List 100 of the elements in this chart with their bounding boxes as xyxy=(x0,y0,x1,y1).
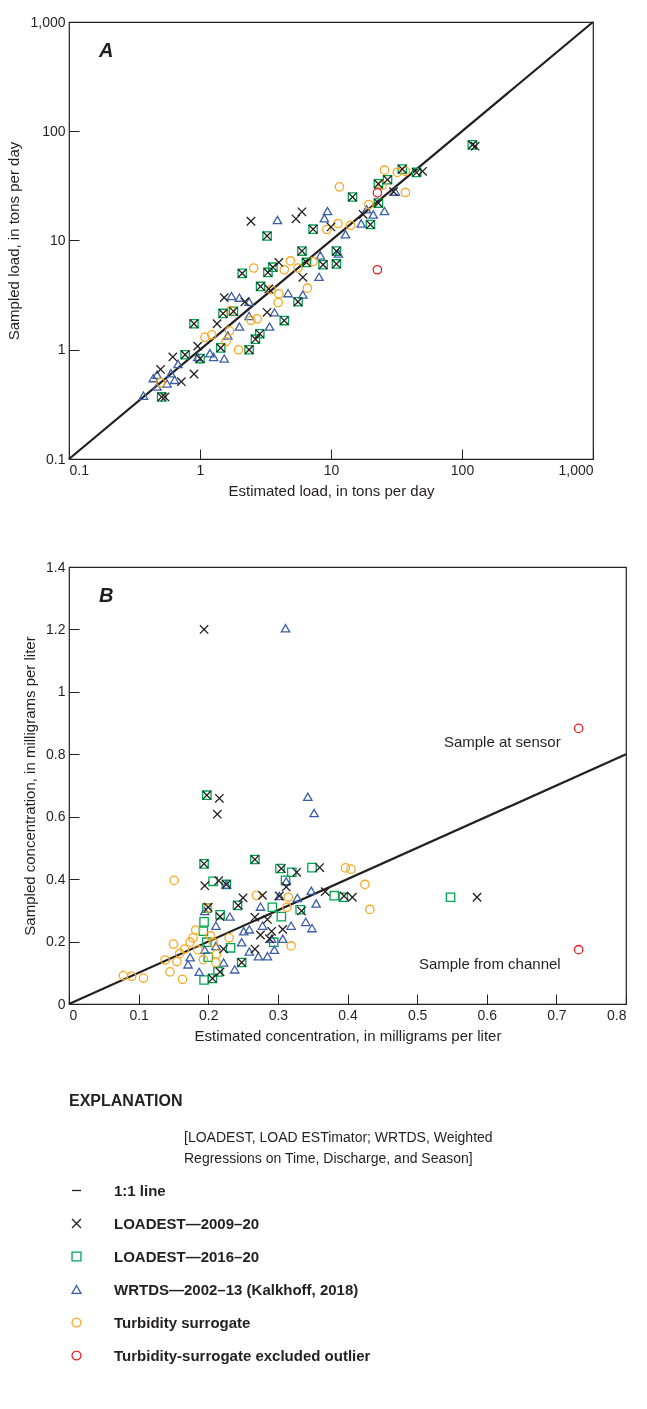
point xyxy=(213,875,224,886)
point xyxy=(169,875,179,886)
point xyxy=(302,792,313,802)
point xyxy=(199,917,209,927)
x-tick-label: 1,000 xyxy=(558,461,594,478)
point xyxy=(194,967,205,977)
point xyxy=(218,944,229,954)
x-tick-label: 100 xyxy=(450,461,475,478)
point xyxy=(138,973,149,983)
x-axis-title: Estimated load, in tons per day xyxy=(228,481,435,499)
point xyxy=(253,951,264,961)
x-tick-label: 0.2 xyxy=(199,1006,219,1023)
point xyxy=(291,867,302,878)
point xyxy=(188,933,198,943)
x-tick-label: 1 xyxy=(196,461,205,478)
point xyxy=(202,937,212,948)
legend-label: 1:1 line xyxy=(114,1181,166,1199)
x-tick-label: 0 xyxy=(69,1006,78,1023)
point xyxy=(244,925,255,934)
point xyxy=(198,954,209,965)
point xyxy=(286,867,297,878)
point xyxy=(300,917,311,927)
legend-label: Turbidity-surrogate excluded outlier xyxy=(114,1346,371,1364)
point xyxy=(185,937,195,948)
point xyxy=(199,945,210,954)
x-tick-label: 0.1 xyxy=(129,1006,150,1023)
point xyxy=(238,893,248,903)
point xyxy=(250,912,260,923)
point xyxy=(309,808,319,818)
point xyxy=(262,914,273,925)
point xyxy=(286,941,296,951)
x-tick-label: 0.1 xyxy=(69,461,90,478)
point xyxy=(208,937,218,948)
point xyxy=(211,957,221,968)
point xyxy=(224,933,234,943)
point xyxy=(225,942,236,953)
point xyxy=(257,921,268,930)
point xyxy=(190,925,201,935)
point xyxy=(314,862,325,873)
point xyxy=(179,944,190,954)
point xyxy=(364,904,375,915)
y-tick-label: 1 xyxy=(57,683,66,700)
legend-label: Turbidity surrogate xyxy=(114,1313,251,1331)
x-tick-label: 0.6 xyxy=(477,1006,498,1023)
point xyxy=(199,624,209,635)
x-tick-label: 0.4 xyxy=(338,1006,358,1023)
point xyxy=(203,952,214,963)
x-tick-label: 0.7 xyxy=(547,1006,567,1023)
point xyxy=(205,931,216,941)
point xyxy=(126,971,137,982)
point xyxy=(307,923,317,933)
point xyxy=(172,956,182,967)
point xyxy=(445,892,456,903)
point xyxy=(218,958,229,967)
point xyxy=(183,960,193,969)
point xyxy=(250,944,260,954)
point xyxy=(277,924,288,935)
y-tick-label: 1.2 xyxy=(46,620,66,637)
point xyxy=(573,723,584,734)
point xyxy=(262,951,273,961)
point xyxy=(292,893,303,903)
point xyxy=(229,965,240,974)
point xyxy=(160,955,170,965)
point xyxy=(266,926,277,937)
text: [LOADEST, LOAD ESTimator; WRTDS, Weighted Regressions on Time, Discharge, and Season] xyxy=(184,1129,493,1166)
point xyxy=(199,880,210,891)
point xyxy=(307,862,317,873)
point xyxy=(282,902,292,913)
point xyxy=(286,921,296,930)
y-tick-label: 0.4 xyxy=(46,870,66,887)
point xyxy=(211,941,221,951)
point xyxy=(472,892,482,903)
point xyxy=(277,934,288,944)
y-axis-title: Sampled concentration, in milligrams per liter xyxy=(21,636,39,936)
point xyxy=(211,949,222,959)
point xyxy=(211,921,221,930)
legend-label: LOADEST—2016–20 xyxy=(114,1247,260,1265)
x-tick-label: 0.3 xyxy=(268,1006,289,1023)
point xyxy=(199,975,209,985)
point xyxy=(346,864,356,874)
y-tick-label: 100 xyxy=(42,122,66,139)
point xyxy=(118,970,129,981)
y-tick-label: 1,000 xyxy=(30,13,66,30)
legend-title: EXPLANATION xyxy=(69,1092,183,1109)
point xyxy=(255,930,266,940)
point xyxy=(177,974,188,985)
point xyxy=(320,886,331,897)
y-tick-label: 10 xyxy=(49,232,66,248)
y-tick-label: 1 xyxy=(57,341,66,358)
point xyxy=(185,952,195,962)
x-tick-label: 10 xyxy=(323,461,340,478)
point xyxy=(311,899,321,908)
y-tick-label: 0 xyxy=(57,995,66,1012)
point xyxy=(225,912,235,921)
point xyxy=(573,944,584,955)
point xyxy=(267,902,278,913)
annotation: Sample from channel xyxy=(418,954,561,972)
x-axis-title: Estimated concentration, in milligrams per liter xyxy=(194,1026,502,1044)
point xyxy=(340,863,351,873)
point xyxy=(269,945,280,954)
